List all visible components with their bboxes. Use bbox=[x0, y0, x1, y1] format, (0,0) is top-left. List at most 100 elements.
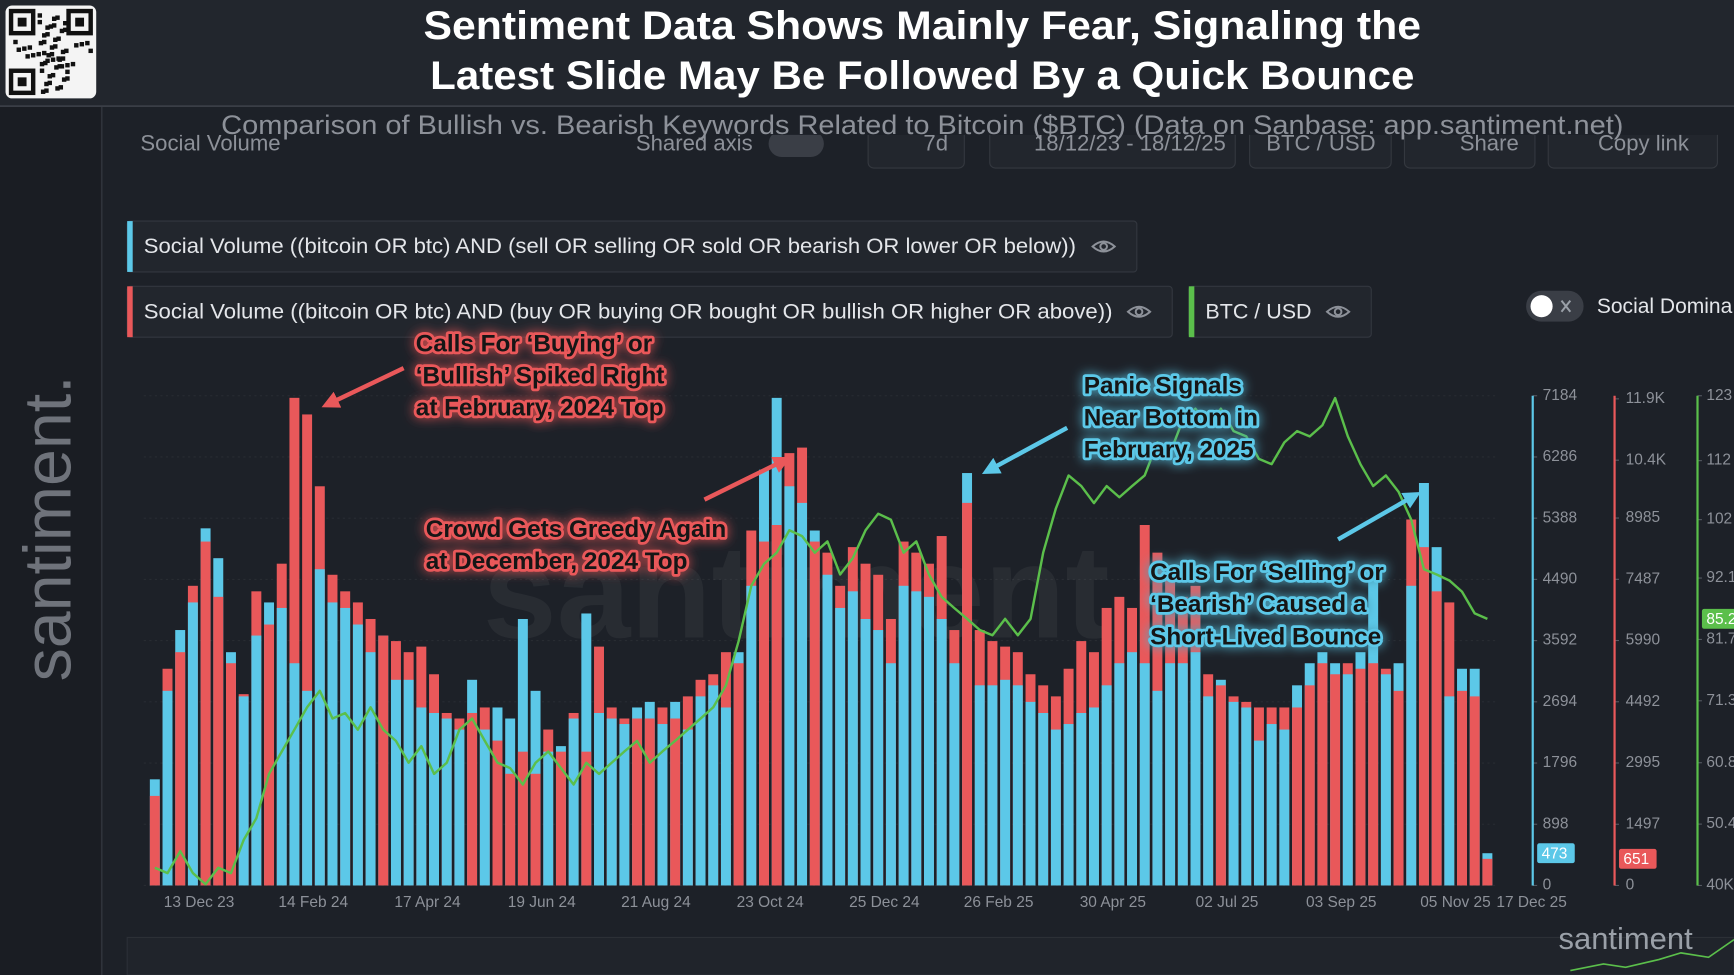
x-tick-label: 02 Jul 25 bbox=[1196, 894, 1259, 911]
bar bbox=[987, 685, 998, 886]
bar bbox=[1317, 663, 1328, 886]
bar bbox=[594, 712, 604, 886]
qr-module bbox=[58, 85, 64, 90]
toolbar-button[interactable] bbox=[1547, 122, 1718, 169]
toggle[interactable] bbox=[768, 130, 824, 157]
bar bbox=[1127, 652, 1138, 886]
visibility-icon[interactable] bbox=[1126, 305, 1152, 318]
bar bbox=[1342, 674, 1353, 886]
bar bbox=[924, 596, 934, 886]
value-badge bbox=[1618, 848, 1657, 869]
bar bbox=[340, 607, 351, 886]
qr-module bbox=[53, 44, 58, 49]
bar bbox=[365, 652, 376, 886]
qr-module bbox=[45, 58, 50, 64]
qr-module bbox=[37, 13, 43, 18]
y-tick-label: 40K bbox=[1706, 877, 1734, 894]
bar bbox=[1330, 674, 1341, 886]
y-tick-label: 10.4K bbox=[1626, 451, 1667, 468]
x-tick-label: 14 Feb 24 bbox=[278, 894, 348, 911]
bar bbox=[302, 414, 313, 886]
legend-swatch bbox=[127, 221, 133, 272]
qr-module bbox=[46, 53, 51, 58]
x-tick-label: 26 Feb 25 bbox=[964, 894, 1034, 911]
bar bbox=[1368, 663, 1379, 886]
bar bbox=[1025, 701, 1036, 886]
toolbar-button[interactable] bbox=[1249, 122, 1392, 169]
y-tick-label: 7487 bbox=[1626, 570, 1660, 587]
qr-module bbox=[44, 81, 49, 87]
toolbar-label[interactable]: Shared axis bbox=[636, 131, 753, 156]
bar bbox=[225, 663, 236, 886]
y-tick-label: 11.9K bbox=[1626, 390, 1666, 407]
footer-logo: santiment bbox=[1559, 921, 1694, 956]
legend-swatch bbox=[127, 286, 133, 338]
qr-module bbox=[55, 86, 60, 91]
bar bbox=[1038, 712, 1049, 886]
bar bbox=[1000, 679, 1011, 886]
bar bbox=[581, 751, 592, 886]
bar bbox=[885, 663, 896, 886]
toolbar-button[interactable] bbox=[989, 122, 1236, 169]
bar bbox=[1418, 547, 1429, 886]
bar bbox=[1253, 740, 1264, 886]
value-badge-label: 85.2 bbox=[1706, 611, 1734, 628]
bar bbox=[759, 541, 769, 886]
bar bbox=[1241, 707, 1252, 886]
bar bbox=[860, 618, 871, 886]
qr-module bbox=[61, 77, 67, 82]
x-tick-label: 05 Nov 25 bbox=[1420, 894, 1491, 911]
visibility-icon[interactable] bbox=[1325, 305, 1351, 318]
bar bbox=[1076, 712, 1087, 886]
bar bbox=[670, 718, 681, 886]
x-tick-label: 03 Sep 25 bbox=[1306, 894, 1377, 911]
legend-label[interactable]: Social Volume ((bitcoin OR btc) AND (buy… bbox=[144, 300, 1113, 323]
toolbar-label[interactable]: 18/12/23 - 18/12/25 bbox=[1034, 131, 1226, 156]
bar bbox=[898, 585, 909, 886]
chart-subtitle: Comparison of Bullish vs. Bearish Keywor… bbox=[221, 110, 1623, 140]
toolbar-label[interactable]: 7d bbox=[923, 131, 948, 156]
bar bbox=[530, 773, 541, 886]
bar bbox=[962, 502, 973, 886]
bar bbox=[1393, 690, 1404, 886]
qr-module bbox=[42, 39, 47, 45]
qr-finder bbox=[75, 17, 85, 27]
qr-module bbox=[30, 53, 36, 58]
visibility-icon[interactable] bbox=[1091, 240, 1117, 253]
x-tick-label: 30 Apr 25 bbox=[1080, 894, 1146, 911]
qr-module bbox=[51, 16, 57, 22]
bar bbox=[847, 591, 858, 886]
bar bbox=[1114, 663, 1125, 886]
bar bbox=[809, 541, 820, 886]
qr-module bbox=[53, 37, 58, 43]
bar bbox=[1444, 696, 1455, 886]
qr-module bbox=[54, 65, 59, 70]
legend-label[interactable]: BTC / USD bbox=[1205, 300, 1311, 323]
toolbar-label[interactable]: Share bbox=[1460, 131, 1519, 156]
bar bbox=[695, 696, 706, 886]
annotation-arrow bbox=[321, 366, 405, 408]
bar bbox=[1139, 663, 1150, 886]
qr-module bbox=[39, 61, 45, 67]
bar bbox=[581, 613, 592, 886]
qr-finder bbox=[8, 8, 36, 36]
toolbar-label[interactable]: BTC / USD bbox=[1266, 131, 1375, 156]
bar bbox=[720, 707, 731, 886]
qr-module bbox=[55, 15, 60, 20]
bar bbox=[1406, 585, 1417, 886]
bar bbox=[378, 635, 389, 886]
annotation-text: at February, 2024 Top bbox=[416, 394, 664, 421]
bar bbox=[1190, 652, 1201, 886]
toolbar-button[interactable] bbox=[1403, 122, 1536, 169]
toggle-label[interactable]: Social Domina bbox=[1597, 295, 1733, 318]
x-tick-label: 19 Jun 24 bbox=[508, 894, 576, 911]
toolbar-button[interactable] bbox=[867, 122, 965, 169]
legend-label[interactable]: Social Volume ((bitcoin OR btc) AND (sel… bbox=[144, 235, 1076, 258]
y-tick-label: 8985 bbox=[1626, 509, 1660, 526]
bar bbox=[264, 624, 275, 886]
chart-title: Latest Slide May Be Followed By a Quick … bbox=[430, 54, 1414, 98]
qr-module bbox=[39, 68, 45, 73]
qr-module bbox=[79, 42, 85, 47]
qr-module bbox=[22, 46, 27, 51]
toolbar-label[interactable]: Copy link bbox=[1598, 131, 1690, 156]
